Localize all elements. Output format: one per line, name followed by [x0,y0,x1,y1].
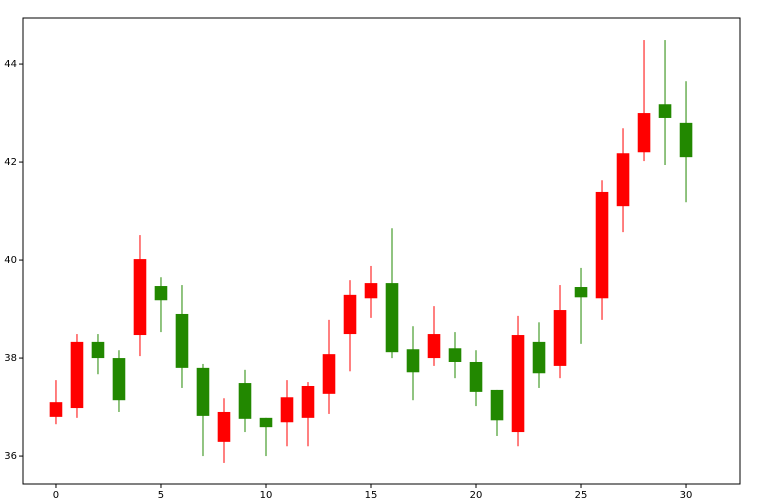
candle-body [616,153,630,207]
candle-body [385,283,399,353]
candle-body [532,341,546,374]
candle-body [469,361,483,392]
x-tick-label: 25 [575,490,588,499]
candle-body [343,294,357,335]
candle-body [70,341,84,409]
y-tick-label: 42 [4,157,17,168]
y-tick-label: 44 [4,59,17,70]
candle-body [574,287,588,298]
x-tick-label: 10 [260,490,273,499]
candle-body [196,367,210,416]
candle-body [679,122,693,158]
candle-body [133,259,147,336]
candle-body [217,411,231,442]
candle-body [259,417,273,428]
candle-body [406,349,420,373]
candle-body [238,383,252,419]
candle-body [553,310,567,366]
candle-body [364,283,378,299]
candle-body [301,385,315,418]
x-tick-label: 15 [365,490,378,499]
axes-frame [22,17,741,485]
x-tick-label: 0 [53,490,59,499]
candle-body [637,113,651,153]
candle-body [490,389,504,421]
candle-body [448,348,462,362]
x-tick-label: 20 [470,490,483,499]
candle-body [112,358,126,401]
candle-body [658,104,672,118]
candle-body [322,354,336,394]
y-tick-label: 38 [4,353,17,364]
x-tick-label: 30 [680,490,693,499]
y-tick-label: 36 [4,451,17,462]
candle-body [91,341,105,359]
candle-body [280,397,294,423]
candle-body [154,286,168,301]
candle-body [175,313,189,368]
y-tick-label: 40 [4,255,17,266]
candle-body [49,402,63,417]
candle-body [595,191,609,299]
x-tick-label: 5 [158,490,164,499]
candle-body [511,335,525,433]
candle-body [427,334,441,359]
